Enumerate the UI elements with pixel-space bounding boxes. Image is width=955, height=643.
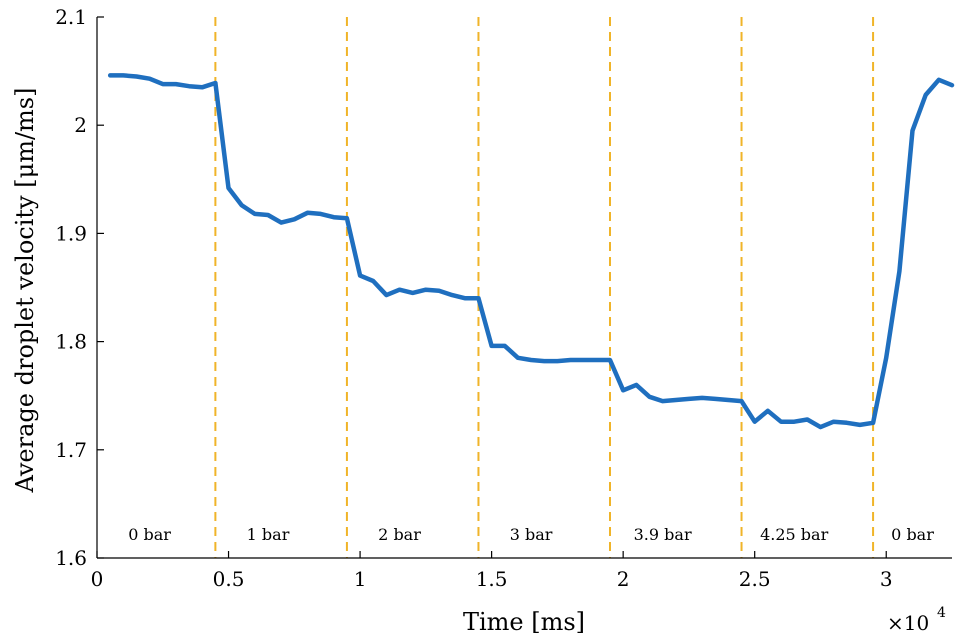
region-label: 4.25 bar: [760, 525, 828, 544]
x-multiplier-exponent: 4: [937, 605, 946, 621]
x-tick-label: 2: [617, 567, 630, 591]
x-tick-label: 1.5: [476, 567, 508, 591]
x-ticks: 0 0.5 1 1.5 2 2.5 3: [91, 551, 893, 591]
region-label: 0 bar: [891, 525, 934, 544]
y-tick-label: 2.1: [55, 5, 87, 29]
x-axis-title: Time [ms]: [463, 608, 585, 636]
x-tick-label: 3: [880, 567, 893, 591]
series-layer: [107, 73, 955, 430]
region-label: 3.9 bar: [634, 525, 692, 544]
y-axis-title: Average droplet velocity [μm/ms]: [11, 88, 39, 494]
y-tick-label: 1.8: [55, 330, 87, 354]
region-label: 0 bar: [128, 525, 171, 544]
x-tick-label: 1: [354, 567, 367, 591]
y-tick-label: 1.7: [55, 438, 87, 462]
region-label: 2 bar: [378, 525, 421, 544]
x-tick-label: 0: [91, 567, 104, 591]
y-tick-label: 1.6: [55, 546, 87, 570]
y-tick-label: 1.9: [55, 221, 87, 245]
x-tick-label: 0.5: [213, 567, 245, 591]
x-tick-label: 2.5: [739, 567, 771, 591]
y-ticks: 1.6 1.7 1.8 1.9 2 2.1: [55, 5, 104, 570]
series-line: [107, 73, 955, 430]
region-label: 1 bar: [247, 525, 290, 544]
plot-area: [97, 17, 952, 558]
x-multiplier: ×10 4: [887, 605, 946, 635]
region-labels: 0 bar 1 bar 2 bar 3 bar 3.9 bar 4.25 bar 0 bar: [128, 525, 934, 544]
axes: [96, 17, 952, 559]
pressure-dividers: [214, 17, 875, 558]
x-multiplier-base: ×10: [887, 611, 929, 635]
y-tick-label: 2: [74, 113, 87, 137]
region-label: 3 bar: [510, 525, 553, 544]
